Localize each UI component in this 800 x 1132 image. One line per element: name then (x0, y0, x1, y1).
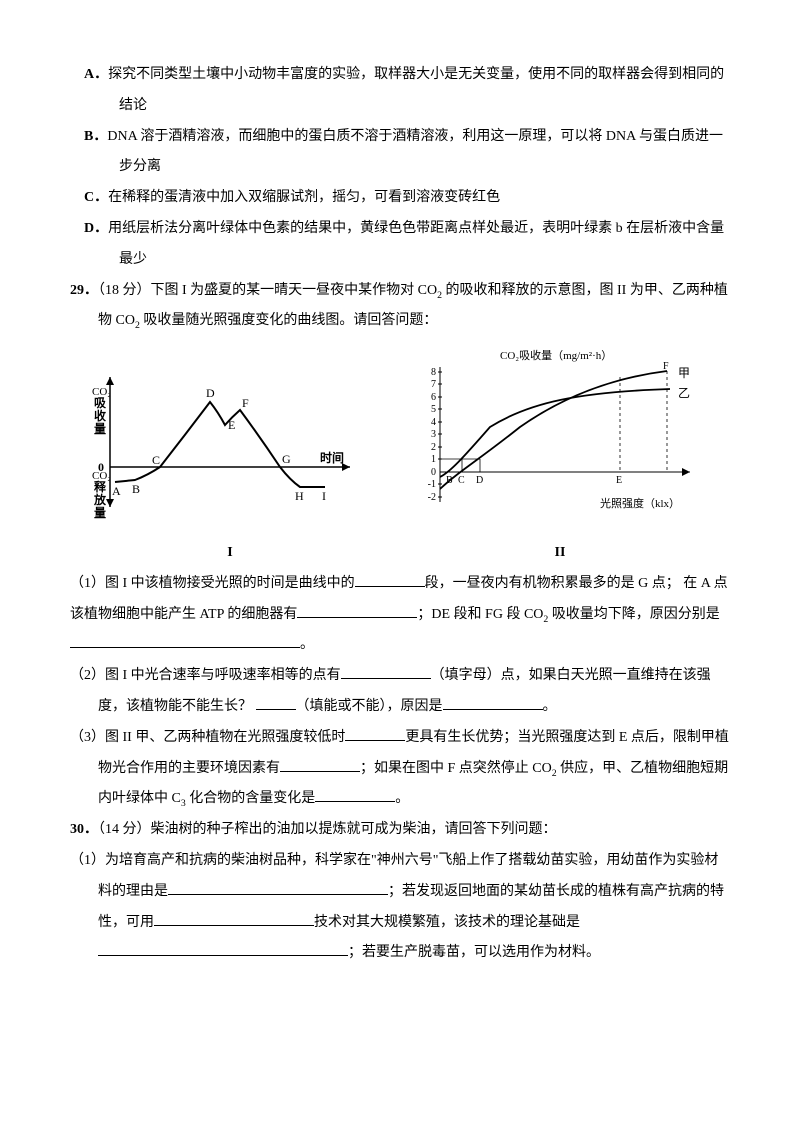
svg-text:3: 3 (431, 429, 436, 440)
q29-num: 29． (70, 283, 98, 298)
q29-3: （3）图 II 甲、乙两种植物在光照强度较低时更具有生长优势；当光照强度达到 E… (84, 723, 730, 815)
q30-1: （1）为培育高产和抗病的柴油树品种，科学家在"神州六号"飞船上作了搭载幼苗实验，… (84, 846, 730, 969)
blank[interactable] (297, 603, 417, 618)
chart2-label: II (410, 538, 710, 569)
option-b: B．DNA 溶于酒精溶液，而细胞中的蛋白质不溶于酒精溶液，利用这一原理，可以将 … (84, 122, 730, 184)
svg-text:F: F (242, 396, 249, 410)
option-text: 用纸层析法分离叶绿体中色素的结果中，黄绿色色带距离点样处最近，表明叶绿素 b 在… (108, 221, 724, 267)
svg-text:量: 量 (94, 422, 106, 436)
option-d: D．用纸层析法分离叶绿体中色素的结果中，黄绿色色带距离点样处最近，表明叶绿素 b… (84, 214, 730, 276)
svg-text:I: I (322, 489, 326, 503)
option-c: C．在稀释的蛋清液中加入双缩脲试剂，摇匀，可看到溶液变砖红色 (84, 183, 730, 214)
svg-text:量: 量 (94, 506, 106, 520)
svg-text:H: H (295, 489, 304, 503)
option-letter: A． (84, 67, 108, 82)
svg-text:吸: 吸 (94, 396, 107, 410)
blank[interactable] (341, 664, 431, 679)
option-text: DNA 溶于酒精溶液，而细胞中的蛋白质不溶于酒精溶液，利用这一原理，可以将 DN… (107, 129, 723, 175)
q30-num: 30． (70, 822, 98, 837)
blank[interactable] (280, 757, 360, 772)
svg-text:甲: 甲 (678, 366, 690, 380)
blank[interactable] (154, 911, 314, 926)
svg-text:收: 收 (94, 408, 106, 423)
svg-text:-2: -2 (428, 492, 436, 503)
svg-text:E: E (616, 475, 622, 486)
chart1-label: I (90, 538, 370, 569)
svg-text:5: 5 (431, 404, 436, 415)
svg-text:C: C (152, 453, 160, 467)
svg-text:放: 放 (93, 492, 107, 507)
option-text: 探究不同类型土壤中小动物丰富度的实验，取样器大小是无关变量，使用不同的取样器会得… (108, 67, 724, 113)
svg-text:E: E (228, 418, 235, 432)
blank[interactable] (443, 695, 543, 710)
svg-text:D: D (476, 475, 483, 486)
blank[interactable] (256, 695, 296, 710)
svg-text:B: B (132, 482, 140, 496)
option-a: A．探究不同类型土壤中小动物丰富度的实验，取样器大小是无关变量，使用不同的取样器… (84, 60, 730, 122)
svg-text:1: 1 (431, 454, 436, 465)
svg-text:7: 7 (431, 379, 436, 390)
blank[interactable] (345, 726, 405, 741)
chart-1: CO₂ 吸 收 量 0 CO₂ 释 放 量 时间 A B C D E F G H… (90, 367, 370, 569)
blank[interactable] (355, 572, 425, 587)
q29-1: （1）图 I 中该植物接受光照的时间是曲线中的段，一昼夜内有机物积累最多的是 G… (70, 569, 730, 661)
svg-text:2: 2 (431, 442, 436, 453)
blank[interactable] (98, 941, 348, 956)
svg-text:时间: 时间 (320, 450, 344, 465)
blank[interactable] (168, 880, 388, 895)
svg-text:6: 6 (431, 392, 436, 403)
svg-text:释: 释 (94, 479, 107, 494)
figures-row: CO₂ 吸 收 量 0 CO₂ 释 放 量 时间 A B C D E F G H… (70, 347, 730, 569)
blank[interactable] (315, 787, 395, 802)
svg-text:乙: 乙 (678, 386, 690, 400)
svg-text:CO₂吸收量（mg/m²·h）: CO₂吸收量（mg/m²·h） (500, 348, 612, 362)
q29-head: 29．（18 分）下图 I 为盛夏的某一晴天一昼夜中某作物对 CO2 的吸收和释… (70, 276, 730, 338)
q29-2: （2）图 I 中光合速率与呼吸速率相等的点有（填字母）点，如果白天光照一直维持在… (84, 661, 730, 723)
svg-text:F: F (663, 361, 669, 372)
option-letter: D． (84, 221, 108, 236)
svg-text:G: G (282, 452, 291, 466)
svg-text:C: C (458, 475, 465, 486)
svg-text:4: 4 (431, 417, 436, 428)
option-text: 在稀释的蛋清液中加入双缩脲试剂，摇匀，可看到溶液变砖红色 (108, 190, 500, 205)
chart-2: CO₂吸收量（mg/m²·h） 8 7 6 5 4 3 2 1 0 -1 -2 (410, 347, 710, 569)
svg-text:D: D (206, 386, 215, 400)
svg-text:A: A (112, 484, 121, 498)
blank[interactable] (70, 633, 300, 648)
option-letter: B． (84, 129, 107, 144)
svg-text:-1: -1 (428, 479, 436, 490)
svg-text:B: B (446, 475, 453, 486)
svg-text:8: 8 (431, 367, 436, 378)
svg-text:光照强度（klx）: 光照强度（klx） (600, 496, 680, 510)
q30-head: 30．（14 分）柴油树的种子榨出的油加以提炼就可成为柴油，请回答下列问题： (70, 815, 730, 846)
svg-text:0: 0 (431, 467, 436, 478)
option-letter: C． (84, 190, 108, 205)
